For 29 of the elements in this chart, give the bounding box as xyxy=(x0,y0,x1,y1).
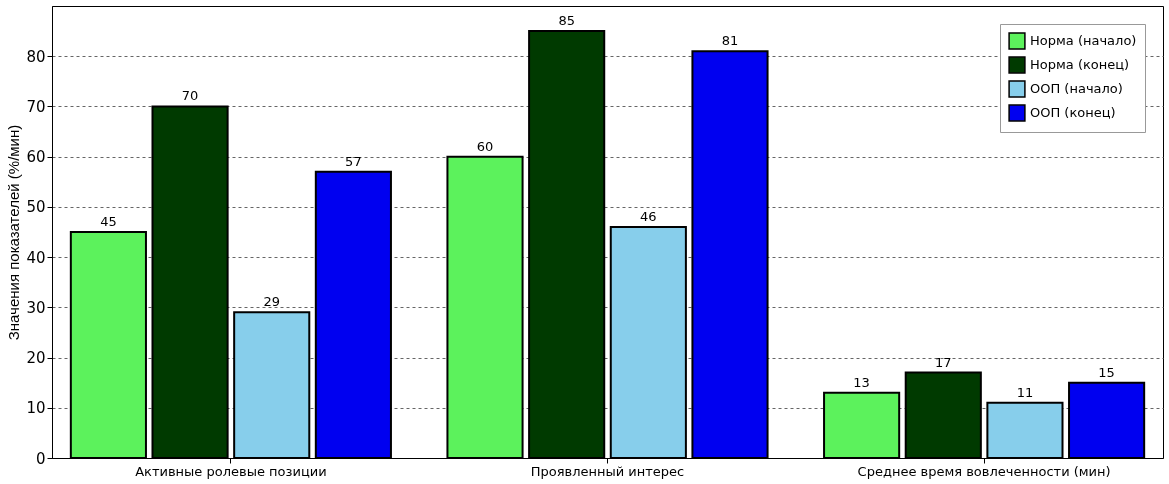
data-label: 85 xyxy=(558,13,575,29)
data-label: 70 xyxy=(181,88,199,104)
x-tick-label: Среднее время вовлеченности (мин) xyxy=(857,463,1111,479)
data-label: 46 xyxy=(640,208,657,224)
y-tick-label: 80 xyxy=(26,47,46,66)
legend-label: ООП (начало) xyxy=(1030,81,1123,96)
data-label: 81 xyxy=(721,33,739,49)
y-tick-label: 10 xyxy=(26,399,46,418)
data-label: 60 xyxy=(476,138,494,154)
y-axis-title: Значения показателей (%/мин) xyxy=(5,124,23,341)
y-tick-label: 40 xyxy=(26,248,46,267)
legend-label: ООП (конец) xyxy=(1030,105,1116,120)
data-label: 45 xyxy=(100,214,117,229)
y-tick-label: 30 xyxy=(26,298,46,317)
y-tick-label: 70 xyxy=(26,97,46,116)
y-tick-label: 50 xyxy=(26,198,46,217)
data-label: 13 xyxy=(853,374,870,390)
x-tick-label: Активные ролевые позиции xyxy=(135,463,327,479)
legend-label: Норма (начало) xyxy=(1030,33,1137,48)
y-tick-label: 0 xyxy=(35,449,46,468)
data-label: 15 xyxy=(1098,364,1115,380)
legend-label: Норма (конец) xyxy=(1030,57,1130,72)
data-label: 17 xyxy=(935,354,952,370)
data-label: 57 xyxy=(345,153,362,169)
x-tick-label: Проявленный интерес xyxy=(530,463,685,479)
y-tick-label: 60 xyxy=(26,148,46,167)
data-label: 29 xyxy=(263,294,280,310)
y-tick-label: 20 xyxy=(26,349,46,368)
data-label: 11 xyxy=(1016,384,1034,400)
